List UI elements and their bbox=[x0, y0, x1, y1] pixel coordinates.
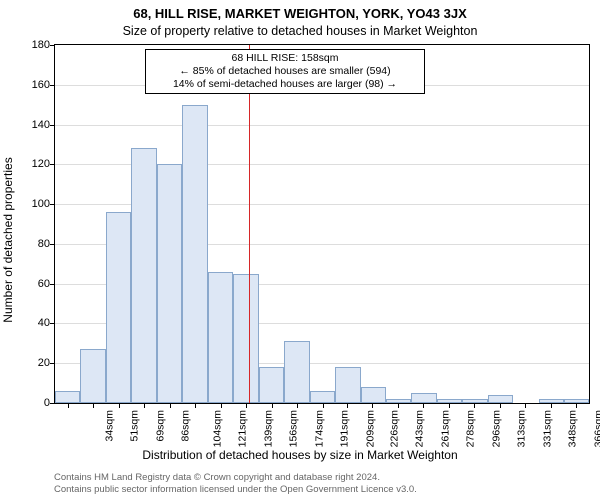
x-tick-label: 243sqm bbox=[414, 410, 426, 447]
annotation-line-3: 14% of semi-detached houses are larger (… bbox=[152, 78, 418, 91]
x-tick bbox=[423, 403, 424, 408]
histogram-bar bbox=[106, 212, 131, 403]
y-tick bbox=[50, 284, 55, 285]
x-tick-label: 139sqm bbox=[262, 410, 274, 447]
x-tick-label: 278sqm bbox=[464, 410, 476, 447]
y-tick bbox=[50, 164, 55, 165]
histogram-bar bbox=[310, 391, 335, 403]
y-tick bbox=[50, 45, 55, 46]
x-tick bbox=[398, 403, 399, 408]
x-tick bbox=[93, 403, 94, 408]
histogram-bar bbox=[233, 274, 258, 403]
x-tick-label: 121sqm bbox=[236, 410, 248, 447]
x-tick-label: 348sqm bbox=[566, 410, 578, 447]
credit-text: Contains HM Land Registry data © Crown c… bbox=[54, 472, 594, 496]
y-tick bbox=[50, 363, 55, 364]
x-tick bbox=[323, 403, 324, 408]
gridline bbox=[55, 125, 589, 126]
x-tick bbox=[525, 403, 526, 408]
y-tick-label: 180 bbox=[10, 39, 50, 51]
x-tick-label: 34sqm bbox=[104, 410, 116, 442]
x-tick-label: 69sqm bbox=[155, 410, 167, 442]
y-tick-label: 40 bbox=[10, 317, 50, 329]
chart-title-sub: Size of property relative to detached ho… bbox=[0, 24, 600, 38]
y-tick-label: 20 bbox=[10, 357, 50, 369]
y-tick-label: 140 bbox=[10, 119, 50, 131]
x-tick bbox=[372, 403, 373, 408]
annotation-line-2: ← 85% of detached houses are smaller (59… bbox=[152, 65, 418, 78]
y-tick bbox=[50, 323, 55, 324]
y-tick bbox=[50, 204, 55, 205]
x-tick-label: 86sqm bbox=[179, 410, 191, 442]
x-tick-label: 51sqm bbox=[128, 410, 140, 442]
x-tick bbox=[221, 403, 222, 408]
x-axis-label: Distribution of detached houses by size … bbox=[0, 448, 600, 462]
x-tick bbox=[551, 403, 552, 408]
chart-title-main: 68, HILL RISE, MARKET WEIGHTON, YORK, YO… bbox=[0, 6, 600, 21]
x-tick-label: 296sqm bbox=[491, 410, 503, 447]
x-tick bbox=[68, 403, 69, 408]
x-tick bbox=[195, 403, 196, 408]
x-tick bbox=[246, 403, 247, 408]
x-tick bbox=[119, 403, 120, 408]
histogram-bar bbox=[182, 105, 207, 403]
x-tick-label: 104sqm bbox=[211, 410, 223, 447]
x-tick-label: 331sqm bbox=[542, 410, 554, 447]
x-tick bbox=[576, 403, 577, 408]
y-tick-label: 100 bbox=[10, 198, 50, 210]
x-tick bbox=[347, 403, 348, 408]
histogram-bar bbox=[208, 272, 233, 403]
annotation-line-1: 68 HILL RISE: 158sqm bbox=[152, 52, 418, 65]
y-tick bbox=[50, 125, 55, 126]
y-tick bbox=[50, 244, 55, 245]
x-tick-label: 191sqm bbox=[338, 410, 350, 447]
histogram-bar bbox=[361, 387, 386, 403]
y-tick-label: 160 bbox=[10, 79, 50, 91]
x-tick bbox=[449, 403, 450, 408]
histogram-bar bbox=[157, 164, 182, 403]
histogram-chart: 68, HILL RISE, MARKET WEIGHTON, YORK, YO… bbox=[0, 0, 600, 500]
x-tick bbox=[272, 403, 273, 408]
annotation-box: 68 HILL RISE: 158sqm ← 85% of detached h… bbox=[145, 49, 425, 94]
x-tick bbox=[297, 403, 298, 408]
histogram-bar bbox=[259, 367, 284, 403]
x-tick bbox=[500, 403, 501, 408]
histogram-bar bbox=[488, 395, 513, 403]
plot-area: 68 HILL RISE: 158sqm ← 85% of detached h… bbox=[54, 44, 590, 404]
histogram-bar bbox=[131, 148, 156, 403]
credit-line-2: Contains public sector information licen… bbox=[54, 484, 594, 496]
x-tick-label: 156sqm bbox=[287, 410, 299, 447]
x-tick bbox=[170, 403, 171, 408]
y-tick-label: 60 bbox=[10, 278, 50, 290]
credit-line-1: Contains HM Land Registry data © Crown c… bbox=[54, 472, 594, 484]
histogram-bar bbox=[462, 399, 487, 403]
y-tick-label: 0 bbox=[10, 397, 50, 409]
x-tick-label: 209sqm bbox=[364, 410, 376, 447]
x-tick-label: 174sqm bbox=[313, 410, 325, 447]
y-tick-label: 80 bbox=[10, 238, 50, 250]
x-tick bbox=[144, 403, 145, 408]
y-tick bbox=[50, 85, 55, 86]
histogram-bar bbox=[411, 393, 436, 403]
x-tick bbox=[474, 403, 475, 408]
histogram-bar bbox=[284, 341, 309, 403]
histogram-bar bbox=[55, 391, 80, 403]
histogram-bar bbox=[80, 349, 105, 403]
x-tick-label: 313sqm bbox=[515, 410, 527, 447]
reference-line bbox=[249, 45, 250, 403]
y-tick-label: 120 bbox=[10, 158, 50, 170]
x-tick-label: 366sqm bbox=[593, 410, 600, 447]
x-tick-label: 261sqm bbox=[440, 410, 452, 447]
y-tick bbox=[50, 403, 55, 404]
histogram-bar bbox=[335, 367, 360, 403]
x-tick-label: 226sqm bbox=[389, 410, 401, 447]
